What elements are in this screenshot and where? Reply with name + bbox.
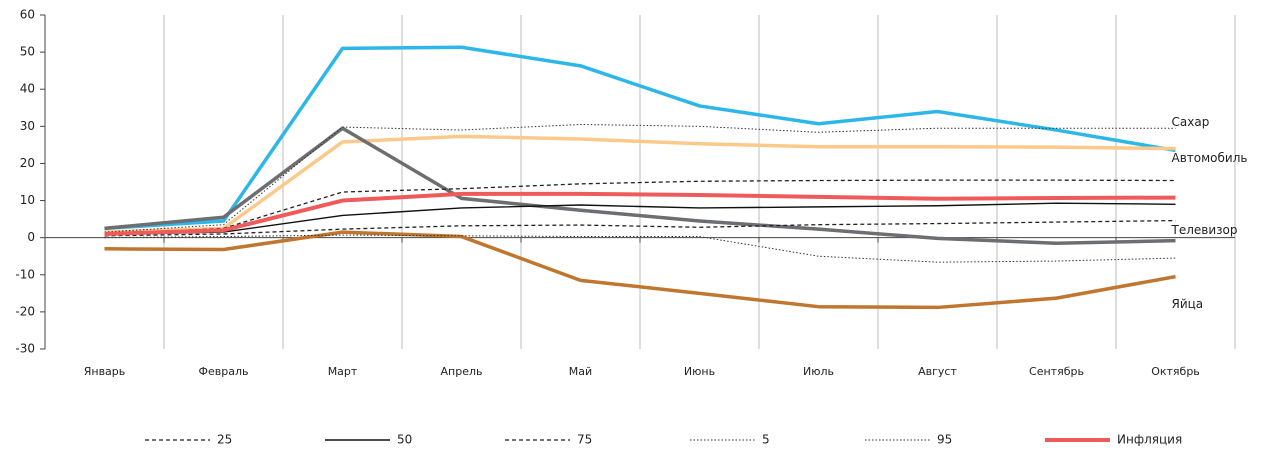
x-tick-label: Август: [918, 365, 957, 378]
x-tick-label: Февраль: [199, 365, 249, 378]
y-tick-label: -10: [15, 267, 35, 281]
series-line: [104, 126, 1176, 245]
x-tick-label: Апрель: [441, 365, 483, 378]
series-label: Сахар: [1172, 115, 1210, 129]
legend-label: Инфляция: [1117, 433, 1182, 447]
series-label: Яйца: [1172, 297, 1204, 311]
series-line: [104, 123, 1176, 233]
series-line: [104, 202, 1176, 236]
x-tick-label: Сентябрь: [1029, 365, 1084, 378]
y-tick-label: 0: [27, 230, 35, 244]
series-label: Автомобиль: [1172, 151, 1248, 165]
legend-label: 5: [762, 433, 770, 447]
x-tick-label: Июль: [803, 365, 834, 378]
y-tick-label: 30: [20, 119, 35, 133]
legend-label: 75: [577, 433, 592, 447]
series-line: [104, 234, 1176, 263]
y-tick-label: -20: [15, 304, 35, 318]
series-line: [104, 191, 1176, 236]
y-tick-label: 40: [20, 82, 35, 96]
series-label: Телевизор: [1171, 223, 1238, 237]
y-tick-label: 60: [20, 8, 35, 22]
legend-label: 25: [217, 433, 232, 447]
series-line: [104, 179, 1176, 235]
legend-label: 50: [397, 433, 412, 447]
y-tick-label: -30: [15, 342, 35, 356]
x-tick-label: Май: [569, 365, 592, 378]
x-tick-label: Январь: [84, 365, 126, 378]
series-line: [104, 219, 1176, 237]
x-tick-label: Июнь: [684, 365, 715, 378]
series-line: [104, 134, 1176, 234]
series-line: [104, 230, 1176, 310]
series-line: [104, 45, 1176, 231]
legend-label: 95: [937, 433, 952, 447]
y-tick-label: 20: [20, 156, 35, 170]
y-tick-label: 10: [20, 193, 35, 207]
y-tick-label: 50: [20, 45, 35, 59]
x-tick-label: Март: [328, 365, 358, 378]
x-tick-label: Октябрь: [1151, 365, 1200, 378]
